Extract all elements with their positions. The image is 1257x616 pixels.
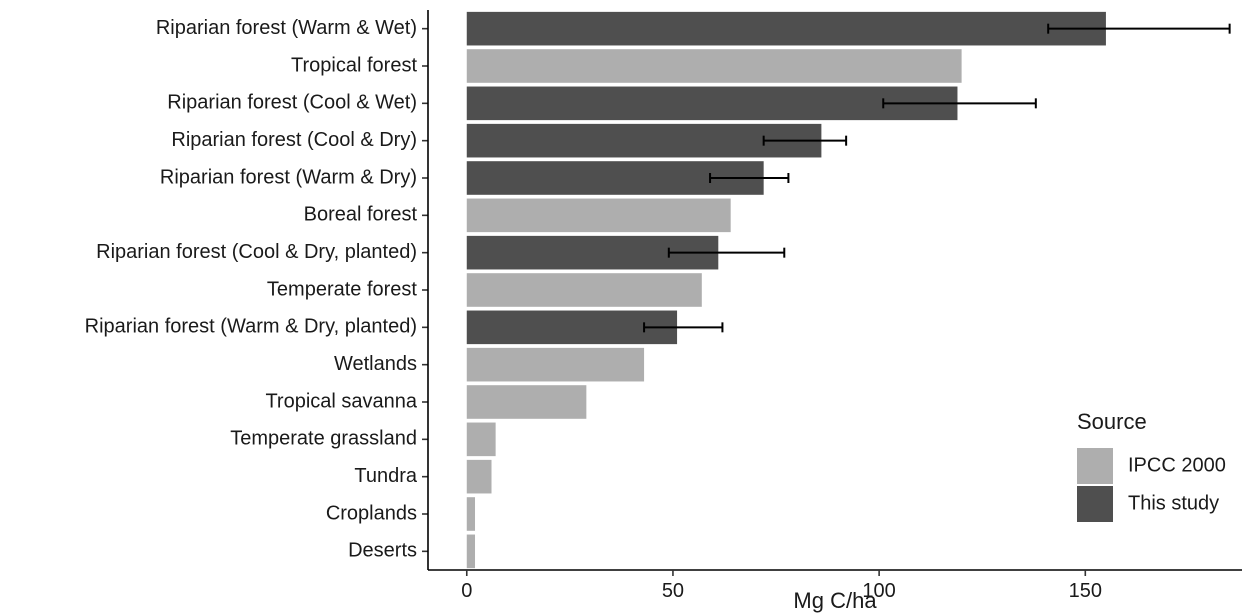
y-tick-label-tropical-savanna: Tropical savanna — [265, 390, 417, 412]
x-axis-title: Mg C/ha — [793, 588, 877, 613]
error-bars-layer — [643, 23, 1231, 333]
y-tick-label-temperate-forest: Temperate forest — [267, 278, 418, 300]
x-tick-label-0: 0 — [461, 580, 472, 602]
bar-riparian-forest-warm-dry-planted — [466, 310, 678, 345]
y-tick-label-boreal-forest: Boreal forest — [304, 204, 418, 226]
y-tick-label-riparian-forest-cool-dry: Riparian forest (Cool & Dry) — [171, 129, 417, 151]
bar-tundra — [466, 459, 492, 494]
bar-wetlands — [466, 347, 645, 382]
legend-swatch-ipcc-2000 — [1077, 448, 1113, 484]
bar-riparian-forest-cool-wet — [466, 86, 958, 121]
bar-riparian-forest-cool-dry — [466, 123, 822, 158]
y-tick-label-riparian-forest-warm-dry-planted: Riparian forest (Warm & Dry, planted) — [85, 316, 417, 338]
y-tick-label-riparian-forest-cool-dry-planted: Riparian forest (Cool & Dry, planted) — [96, 241, 417, 263]
y-tick-label-tundra: Tundra — [354, 465, 418, 487]
y-tick-label-tropical-forest: Tropical forest — [291, 54, 417, 76]
y-tick-label-croplands: Croplands — [326, 502, 417, 524]
error-bar-riparian-forest-warm-wet — [1047, 23, 1231, 34]
bar-croplands — [466, 497, 476, 531]
bar-boreal-forest — [466, 198, 731, 233]
x-axis: 0 50 100 150 — [428, 569, 1242, 602]
legend-label-this-study: This study — [1128, 492, 1219, 514]
y-tick-label-riparian-forest-warm-wet: Riparian forest (Warm & Wet) — [156, 17, 417, 39]
x-tick-label-100: 100 — [862, 580, 895, 602]
x-tick-label-50: 50 — [662, 580, 684, 602]
legend-title: Source — [1077, 409, 1147, 434]
legend: Source IPCC 2000 This study — [1077, 409, 1226, 522]
legend-label-ipcc-2000: IPCC 2000 — [1128, 454, 1226, 476]
bar-temperate-forest — [466, 273, 702, 307]
y-tick-label-riparian-forest-warm-dry: Riparian forest (Warm & Dry) — [160, 166, 417, 188]
error-bar-riparian-forest-warm-dry-planted — [643, 322, 724, 333]
bar-riparian-forest-warm-wet — [466, 11, 1106, 46]
bar-tropical-savanna — [466, 385, 587, 419]
error-bar-riparian-forest-cool-dry-planted — [667, 247, 786, 258]
y-tick-label-temperate-grassland: Temperate grassland — [230, 428, 417, 450]
y-axis: Riparian forest (Warm & Wet) Tropical for… — [85, 10, 429, 570]
x-tick-label-150: 150 — [1069, 580, 1102, 602]
y-tick-label-deserts: Deserts — [348, 540, 417, 562]
y-tick-label-riparian-forest-cool-wet: Riparian forest (Cool & Wet) — [167, 92, 417, 114]
bar-tropical-forest — [466, 49, 962, 83]
error-bar-riparian-forest-warm-dry — [709, 173, 790, 183]
bar-temperate-grassland — [466, 422, 496, 457]
legend-swatch-this-study — [1077, 486, 1113, 522]
error-bar-riparian-forest-cool-wet — [882, 98, 1037, 109]
bar-deserts — [466, 534, 476, 569]
bars-layer — [466, 11, 1106, 569]
error-bar-riparian-forest-cool-dry — [762, 135, 848, 146]
y-tick-label-wetlands: Wetlands — [334, 353, 417, 375]
